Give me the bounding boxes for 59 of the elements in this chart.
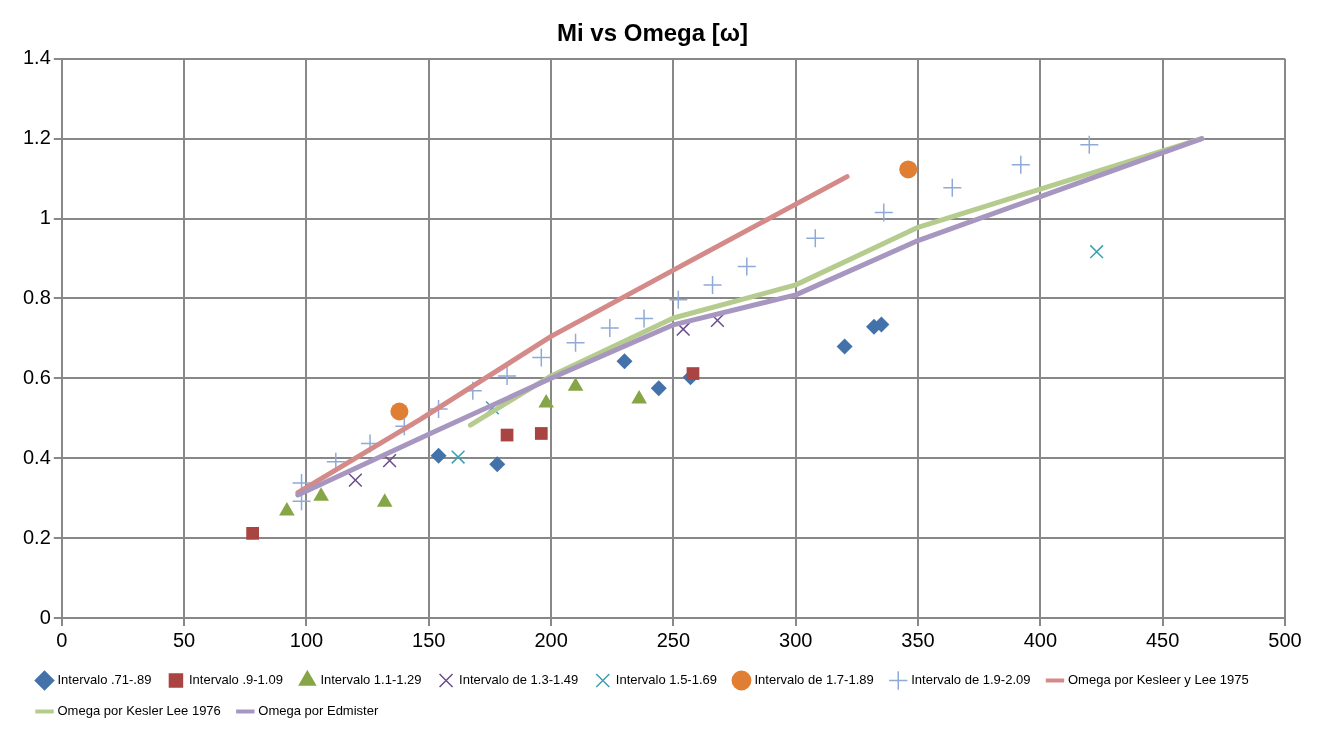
point <box>451 449 466 465</box>
point <box>650 380 667 397</box>
legend-label: Intervalo .71-.89 <box>57 672 152 688</box>
point <box>382 453 397 468</box>
point <box>686 367 700 380</box>
legend-label: Intervalo 1.1-1.29 <box>320 672 422 688</box>
y-tick-label: 1.2 <box>22 126 51 149</box>
point <box>710 313 725 328</box>
legend-label: Intervalo de 1.9-2.09 <box>911 672 1031 688</box>
y-tick-label: 0.2 <box>22 525 51 548</box>
legend-label: Intervalo de 1.7-1.89 <box>754 672 874 688</box>
x-tick-label: 400 <box>1023 628 1058 651</box>
point <box>497 366 517 386</box>
point <box>348 473 363 488</box>
point <box>702 275 723 295</box>
legend-label: Intervalo 1.5-1.69 <box>615 672 717 688</box>
y-tick-label: 0.4 <box>22 445 51 468</box>
point <box>600 318 620 338</box>
point <box>1079 134 1100 155</box>
point <box>531 347 552 368</box>
chart-title: Mi vs Omega [ω] <box>557 19 748 47</box>
x-tick-label: 450 <box>1145 628 1180 651</box>
point <box>899 160 918 179</box>
y-tick-label: 1 <box>39 206 51 229</box>
y-tick-label: 0 <box>39 605 51 628</box>
y-tick-label: 0.8 <box>22 285 51 308</box>
point <box>634 308 654 329</box>
point <box>565 333 586 353</box>
point <box>874 202 894 223</box>
x-tick-label: 100 <box>289 628 324 651</box>
x-tick-label: 150 <box>412 628 446 651</box>
point <box>616 353 633 370</box>
point <box>737 256 757 277</box>
y-tick-label: 1.4 <box>22 46 51 69</box>
point <box>390 402 409 421</box>
legend-label: Intervalo .9-1.09 <box>188 672 283 688</box>
point <box>246 526 259 540</box>
point <box>836 338 853 355</box>
x-tick-label: 250 <box>656 628 691 651</box>
point <box>942 178 963 198</box>
point <box>1089 244 1104 259</box>
legend-label: Omega por Kesleer y Lee 1975 <box>1067 672 1249 688</box>
y-tick-label: 0.6 <box>22 365 51 388</box>
legend-label: Omega por Edmister <box>258 703 379 719</box>
x-tick-label: 350 <box>901 628 935 651</box>
x-tick-label: 50 <box>173 628 196 651</box>
point <box>489 456 506 473</box>
x-tick-label: 300 <box>779 628 813 651</box>
point <box>1011 154 1031 175</box>
point <box>534 427 548 440</box>
x-tick-label: 500 <box>1268 628 1302 651</box>
point <box>430 447 447 464</box>
point <box>676 322 691 337</box>
legend-label: Intervalo de 1.3-1.49 <box>459 672 579 688</box>
point <box>668 289 689 310</box>
x-tick-label: 200 <box>534 628 568 651</box>
legend-label: Omega por Kesler Lee 1976 <box>57 703 221 719</box>
x-tick-label: 0 <box>56 628 68 651</box>
point <box>805 228 826 248</box>
